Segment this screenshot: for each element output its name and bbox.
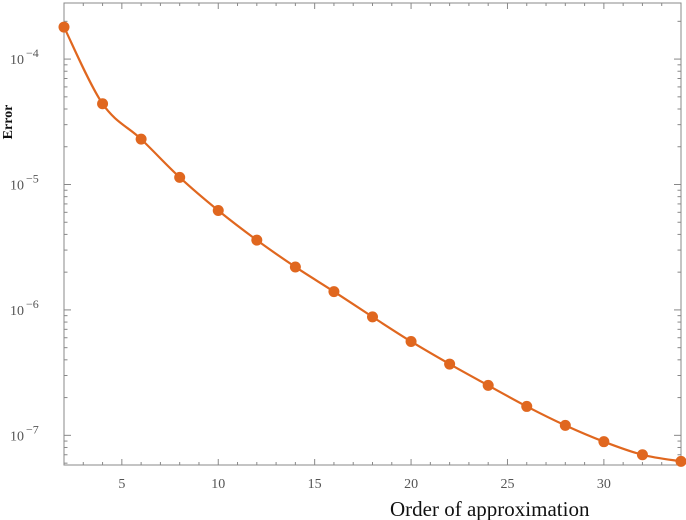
y-tick-label: 10 −5 (10, 171, 39, 193)
data-point (135, 133, 147, 145)
y-tick-base: 10 (10, 304, 24, 319)
data-point (598, 436, 610, 448)
y-tick-exponent: −5 (26, 171, 39, 185)
series-markers (58, 21, 686, 467)
data-point (367, 311, 378, 323)
x-tick-label: 30 (597, 477, 611, 492)
x-tick-label: 10 (211, 477, 225, 492)
data-point (636, 449, 648, 461)
x-tick-label: 20 (404, 477, 418, 492)
data-point (58, 21, 70, 33)
x-tick-label: 5 (118, 477, 125, 492)
x-axis-title: Order of approximation (390, 497, 590, 520)
data-point (559, 419, 571, 431)
x-tick-label: 15 (308, 477, 322, 492)
y-tick-base: 10 (10, 53, 24, 68)
data-point (675, 455, 686, 467)
y-tick-exponent: −7 (26, 422, 39, 436)
data-point (521, 400, 533, 412)
y-tick-exponent: −4 (26, 46, 39, 60)
y-tick-base: 10 (10, 178, 24, 193)
y-tick-base: 10 (10, 429, 24, 444)
data-point (212, 205, 224, 217)
plot-frame (63, 2, 682, 466)
y-tick-label: 10 −4 (10, 46, 39, 68)
data-point (289, 261, 301, 273)
x-tick-label: 25 (500, 477, 514, 492)
y-tick-label: 10 −7 (10, 422, 39, 444)
data-point (405, 335, 417, 347)
data-point (328, 286, 340, 298)
y-axis-title: Error (1, 105, 16, 140)
data-point (482, 379, 494, 391)
data-point (174, 171, 186, 183)
data-point (97, 98, 109, 110)
x-axis-ticks: 5 10 15 20 25 30 (63, 3, 682, 492)
data-point (251, 234, 263, 246)
data-point (444, 358, 456, 370)
y-axis-ticks: 10−410−510−610−7 (10, 20, 681, 464)
y-tick-label: 10 −6 (10, 297, 39, 319)
series-line (63, 26, 682, 463)
y-tick-exponent: −6 (26, 297, 39, 311)
